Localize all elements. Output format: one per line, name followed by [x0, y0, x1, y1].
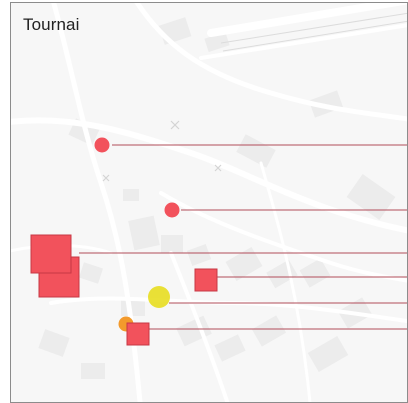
map-title: Tournai	[23, 15, 80, 34]
railway	[220, 12, 407, 52]
basemap[interactable]	[11, 3, 408, 403]
map-panel: Tournai	[10, 2, 408, 403]
map-symbols	[102, 120, 222, 182]
